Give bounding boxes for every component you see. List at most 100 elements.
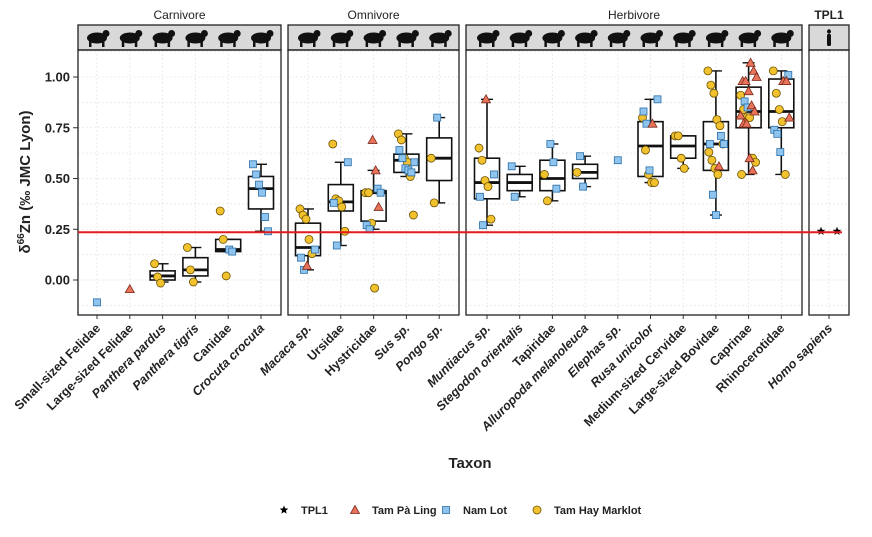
- icon-leg: [89, 40, 92, 47]
- tam-hay-marklot-point: [709, 88, 719, 98]
- nam-lot-point: [255, 180, 263, 189]
- facet-title: Carnivore: [153, 8, 205, 22]
- panel-border: [808, 49, 850, 316]
- legend-label: TPL1: [301, 505, 328, 517]
- y-axis-title: δ66Zn (‰ JMC Lyon): [16, 110, 34, 253]
- nam-lot-point: [332, 241, 341, 250]
- icon-leg: [622, 40, 626, 47]
- icon-leg: [675, 40, 678, 47]
- icon-head: [266, 30, 274, 37]
- icon-leg: [786, 40, 789, 47]
- tam-pa-ling-point: [743, 85, 754, 96]
- macaque-silhouette-icon: [298, 30, 321, 47]
- tam-pa-ling-point: [373, 201, 384, 211]
- nam-lot-point: [395, 146, 404, 154]
- tam-hay-marklot-point: [221, 271, 231, 281]
- nam-lot-point: [311, 245, 319, 254]
- icon-head: [233, 30, 241, 37]
- tam-hay-marklot-point: [650, 178, 659, 187]
- icon-leg: [411, 40, 414, 47]
- tam-hay-marklot-point: [156, 278, 166, 288]
- icon-leg: [134, 40, 138, 47]
- box: [182, 256, 209, 277]
- icon-leg: [102, 40, 105, 47]
- tpl1-point: [279, 505, 289, 514]
- legend-item-tpal: Tam Pà Ling: [349, 504, 437, 517]
- icon-leg: [167, 40, 171, 47]
- icon-head: [721, 30, 729, 37]
- tam-hay-marklot-point: [185, 265, 195, 275]
- nam-lot-point: [709, 190, 717, 199]
- bovid-silhouette-icon: [705, 30, 729, 47]
- tam-hay-marklot-point: [429, 198, 439, 208]
- tam-hay-marklot-point: [182, 243, 192, 252]
- icon-head: [590, 30, 598, 37]
- box: [473, 157, 501, 200]
- tam-hay-marklot-point: [676, 153, 686, 163]
- muntjac-silhouette-icon: [477, 30, 500, 47]
- nam-lot-point: [343, 158, 352, 167]
- nam-lot-point: [410, 158, 419, 167]
- icon-leg: [740, 40, 744, 47]
- icon-leg: [557, 40, 560, 47]
- tam-hay-marklot-point: [771, 88, 781, 98]
- porcupine-silhouette-icon: [363, 30, 387, 47]
- nam-lot-point: [552, 184, 561, 193]
- icon-leg: [577, 40, 580, 47]
- tpl1-point: [832, 226, 842, 235]
- panda-silhouette-icon: [575, 30, 598, 47]
- nam-lot-point: [264, 227, 272, 236]
- nam-lot-point: [645, 166, 654, 175]
- icon-leg: [431, 40, 434, 47]
- tam-pa-ling-point: [747, 165, 758, 175]
- legend: TPL1 Tam Pà Ling Nam Lot Tam Hay Marklot: [279, 504, 642, 517]
- tam-pa-ling-point: [745, 57, 756, 67]
- nam-lot-point: [639, 107, 648, 116]
- nam-lot-point: [442, 506, 450, 514]
- facet-title: Omnivore: [347, 8, 399, 22]
- tam-hay-marklot-point: [706, 80, 716, 90]
- y-title-delta: δ: [17, 244, 34, 253]
- tam-pa-ling-point: [713, 161, 725, 171]
- icon-leg: [511, 40, 515, 47]
- x-axis-title: Taxon: [448, 455, 492, 472]
- icon-head: [102, 30, 110, 37]
- tam-hay-marklot-point: [486, 214, 496, 224]
- tam-hay-marklot-point: [301, 214, 311, 224]
- icon-leg: [200, 40, 203, 47]
- nam-lot-point: [433, 113, 442, 122]
- icon-leg: [544, 40, 547, 47]
- nam-lot-point: [576, 152, 584, 161]
- tam-hay-marklot-point: [673, 131, 683, 141]
- stegodon-silhouette-icon: [509, 30, 533, 47]
- icon-leg: [753, 40, 757, 47]
- category-ursidae: Ursidae: [305, 30, 355, 364]
- elephant-silhouette-icon: [607, 30, 631, 47]
- y-tick-label: 0.75: [45, 120, 70, 135]
- tpl1-point: [816, 226, 826, 235]
- tam-hay-marklot-point: [641, 145, 650, 155]
- icon-head: [656, 30, 663, 37]
- icon-leg: [313, 40, 316, 47]
- tam-hay-marklot-point: [768, 66, 778, 76]
- tam-hay-marklot-point: [370, 283, 380, 293]
- nam-lot-point: [549, 158, 558, 167]
- nam-lot-point: [329, 198, 338, 207]
- tam-hay-marklot-point: [737, 170, 746, 179]
- panel-background: [78, 50, 281, 315]
- panel-border: [465, 49, 803, 316]
- tam-hay-marklot-point: [715, 121, 725, 131]
- tam-pa-ling-point: [124, 283, 135, 294]
- tam-hay-marklot-point: [215, 206, 225, 216]
- icon-head: [525, 30, 533, 37]
- nam-lot-point: [717, 131, 725, 140]
- icon-leg: [655, 40, 658, 47]
- tam-pa-ling-point: [781, 75, 792, 85]
- tam-hay-marklot-point: [396, 135, 406, 145]
- large-felid-silhouette-icon: [119, 30, 143, 47]
- icon-leg: [345, 40, 349, 47]
- nam-lot-point: [510, 192, 519, 201]
